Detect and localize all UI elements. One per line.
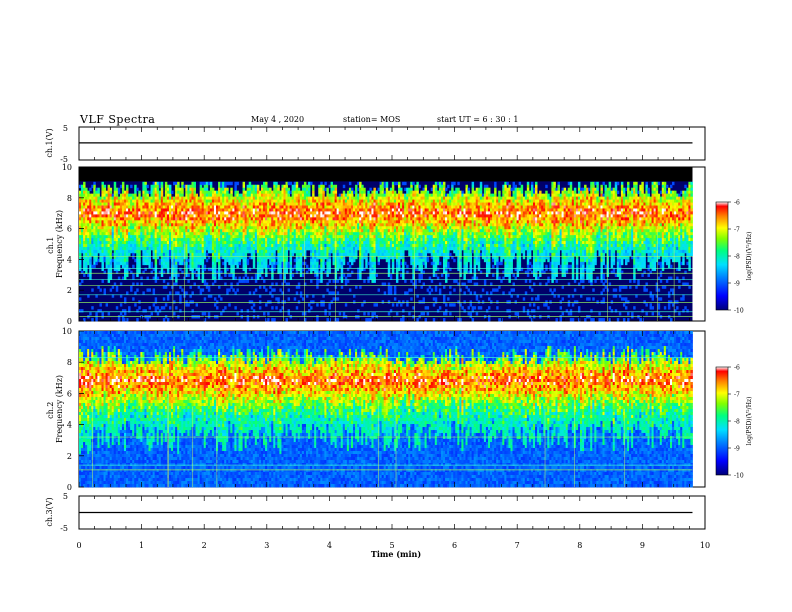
ch1-spec-ylabel: ch.1 Frequency (kHz) [46, 210, 64, 278]
colorbar-tick-label: -10 [734, 473, 744, 480]
ch2-spec-ylabel: ch.2 Frequency (kHz) [46, 375, 64, 443]
x-tick-label: 3 [264, 541, 269, 550]
x-tick-label: 0 [76, 541, 81, 550]
ch2-colorbar-ticks: -6 -7 -8 -9 -10 [728, 365, 744, 480]
ch3-ytick-bottom: -5 [60, 524, 68, 533]
panel-ch2-spectrogram: 0 2 4 6 8 10 ch.2 Frequency (kHz) -6 -7 -8 -9 -10… [46, 327, 753, 492]
ch2-spec-ylabel-line2: Frequency (kHz) [55, 375, 64, 443]
colorbar-tick-label: -10 [734, 308, 744, 315]
x-tick-label: 6 [452, 541, 457, 550]
y-tick-label: 10 [62, 163, 72, 172]
x-tick-label: 10 [700, 541, 710, 550]
y-tick-label: 0 [67, 483, 72, 492]
ch1-ylabel: ch.1(V) [45, 128, 54, 157]
colorbar-tick-label: -7 [734, 227, 740, 234]
ch1-spec-ylabel-line1: ch.1 [46, 237, 55, 254]
colorbar-tick-label: -8 [734, 254, 740, 261]
spectrogram-cells [79, 331, 693, 487]
time-axis-label: Time (min) [371, 549, 421, 559]
ch2-colorbar [716, 367, 728, 475]
panel-ch1-waveform: 5 -5 ch.1(V) [45, 124, 705, 164]
panel-ch1-spectrogram: 0 2 4 6 8 10 ch.1 Frequency (kHz) -6 -7 -8 -9 -10… [46, 163, 753, 326]
x-tick-label: 2 [202, 541, 207, 550]
ch3-ytick-top: 5 [63, 492, 68, 501]
colorbar-tick-label: -6 [734, 365, 740, 372]
ch2-spec-ylabel-line1: ch.2 [46, 402, 55, 419]
ch1-spectrogram-image [79, 168, 693, 322]
x-tick-label: 9 [640, 541, 645, 550]
x-tick-label: 7 [515, 541, 520, 550]
ch1-spec-ylabel-line2: Frequency (kHz) [55, 210, 64, 278]
colorbar-tick-label: -6 [734, 200, 740, 207]
ch1-colorbar-ticks: -6 -7 -8 -9 -10 [728, 200, 744, 315]
y-tick-label: 10 [62, 327, 72, 336]
ch1-colorbar-label: log(PSD)(V²/Hz) [746, 232, 753, 281]
ch1-colorbar [716, 202, 728, 310]
y-tick-label: 4 [67, 255, 72, 264]
x-tick-label: 1 [139, 541, 144, 550]
colorbar-tick-label: -9 [734, 281, 740, 288]
y-tick-label: 2 [67, 452, 72, 461]
y-tick-label: 4 [67, 421, 72, 430]
y-tick-label: 0 [67, 317, 72, 326]
ch3-ylabel: ch.3(V) [45, 497, 54, 526]
spectrogram-noise-band [80, 168, 693, 182]
y-tick-label: 6 [67, 225, 72, 234]
colorbar-tick-label: -7 [734, 392, 740, 399]
colorbar-tick-label: -9 [734, 446, 740, 453]
ch1-ytick-top: 5 [63, 124, 68, 133]
x-tick-label: 8 [577, 541, 582, 550]
colorbar-tick-label: -8 [734, 419, 740, 426]
y-tick-label: 8 [67, 358, 72, 367]
ch2-colorbar-label: log(PSD)(V²/Hz) [746, 397, 753, 446]
y-tick-label: 2 [67, 286, 72, 295]
panel-ch3-waveform: 5 -5 ch.3(V) [45, 492, 705, 533]
ch2-spectrogram-image [79, 331, 693, 487]
y-tick-label: 8 [67, 194, 72, 203]
x-tick-label: 4 [327, 541, 332, 550]
y-tick-label: 6 [67, 389, 72, 398]
